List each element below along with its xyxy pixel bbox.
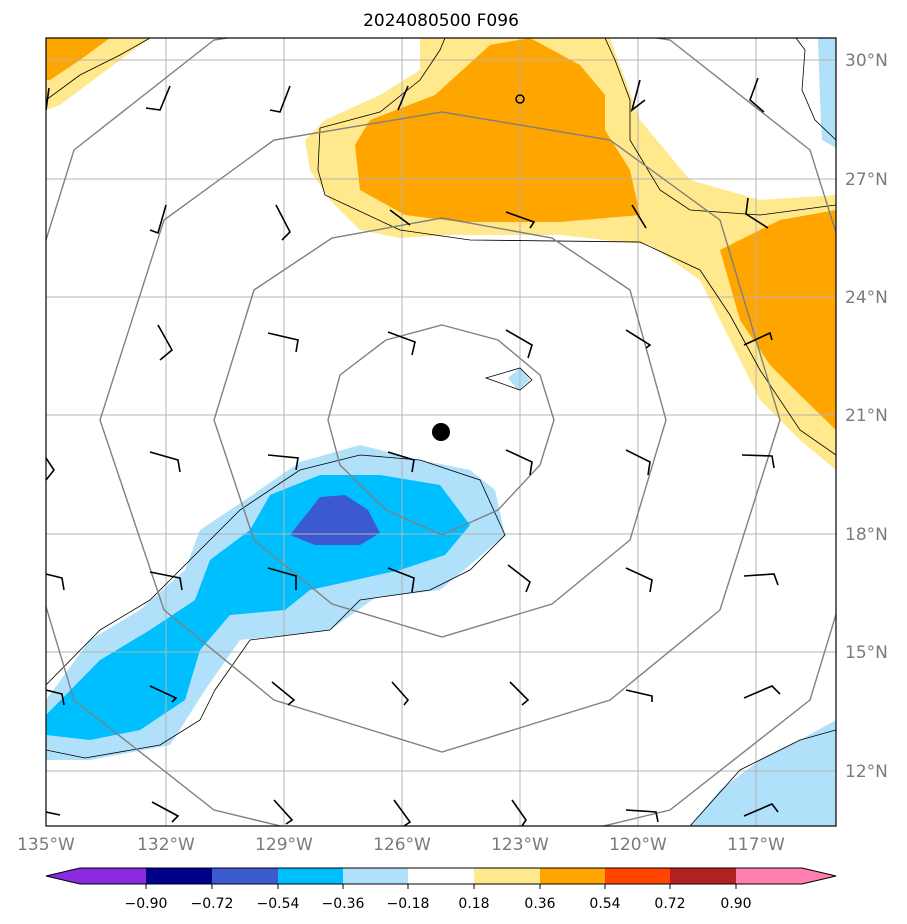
colorbar-segment <box>605 868 670 884</box>
wind-barbs <box>46 77 781 826</box>
colorbar-tick-label: −0.72 <box>191 896 234 912</box>
positive-anomaly-orange-east <box>720 210 836 430</box>
negative-anomaly-lightblue-small <box>508 368 530 390</box>
map-area <box>46 38 836 826</box>
negative-anomaly-lightblue-se <box>690 720 836 826</box>
colorbar: −0.90 −0.72 −0.54 −0.36 −0.18 0.18 0.36 … <box>45 867 837 912</box>
colorbar-segment <box>343 868 408 884</box>
colorbar-segment <box>278 868 343 884</box>
colorbar-outline <box>45 867 837 885</box>
lat-label: 27°N <box>845 170 888 190</box>
colorbar-tick-label: 0.54 <box>589 896 620 912</box>
colorbar-segment <box>670 868 736 884</box>
lat-label: 24°N <box>845 288 888 308</box>
lon-label: 129°W <box>255 835 313 855</box>
map-title: 2024080500 F096 <box>363 11 519 31</box>
lon-label: 117°W <box>727 835 785 855</box>
colorbar-segment <box>408 868 474 884</box>
colorbar-tick-label: −0.54 <box>257 896 300 912</box>
colorbar-ticks <box>145 884 737 889</box>
lat-label: 30°N <box>845 51 888 71</box>
colorbar-segment <box>736 868 802 884</box>
longitude-labels: 135°W 132°W 129°W 126°W 123°W 120°W 117°… <box>17 835 785 855</box>
colorbar-tick-label: −0.90 <box>125 896 168 912</box>
lon-label: 123°W <box>491 835 549 855</box>
colorbar-tick-label: 0.18 <box>458 896 489 912</box>
colorbar-segment <box>80 868 146 884</box>
positive-anomaly-orange <box>355 38 640 222</box>
lon-label: 120°W <box>609 835 667 855</box>
colorbar-tick-labels: −0.90 −0.72 −0.54 −0.36 −0.18 0.18 0.36 … <box>125 896 752 912</box>
small-circle-marker <box>515 94 525 104</box>
colorbar-segment <box>474 868 540 884</box>
positive-anomaly-orange-nw <box>46 38 110 80</box>
colorbar-tick-label: −0.36 <box>322 896 365 912</box>
colorbar-segment <box>540 868 605 884</box>
negative-anomaly-lightblue-ne <box>818 38 836 148</box>
colorbar-tick-label: −0.18 <box>387 896 430 912</box>
colorbar-tick-label: 0.36 <box>524 896 555 912</box>
lon-label: 132°W <box>137 835 195 855</box>
colorbar-tick-label: 0.90 <box>720 896 751 912</box>
colorbar-tick-label: 0.72 <box>654 896 685 912</box>
colorbar-extend-low <box>46 868 80 884</box>
colorbar-segment <box>212 868 278 884</box>
storm-center-marker <box>432 423 450 441</box>
range-rings <box>46 38 836 826</box>
negative-anomaly-blue <box>290 495 380 545</box>
lat-label: 12°N <box>845 762 888 782</box>
lat-label: 18°N <box>845 525 888 545</box>
latitude-labels: 30°N 27°N 24°N 21°N 18°N 15°N 12°N <box>845 51 888 782</box>
colorbar-extend-high <box>802 868 836 884</box>
map-frame <box>45 37 837 827</box>
lon-label: 126°W <box>373 835 431 855</box>
lat-label: 15°N <box>845 643 888 663</box>
lon-label: 135°W <box>17 835 75 855</box>
lat-label: 21°N <box>845 406 888 426</box>
colorbar-segment <box>146 868 212 884</box>
